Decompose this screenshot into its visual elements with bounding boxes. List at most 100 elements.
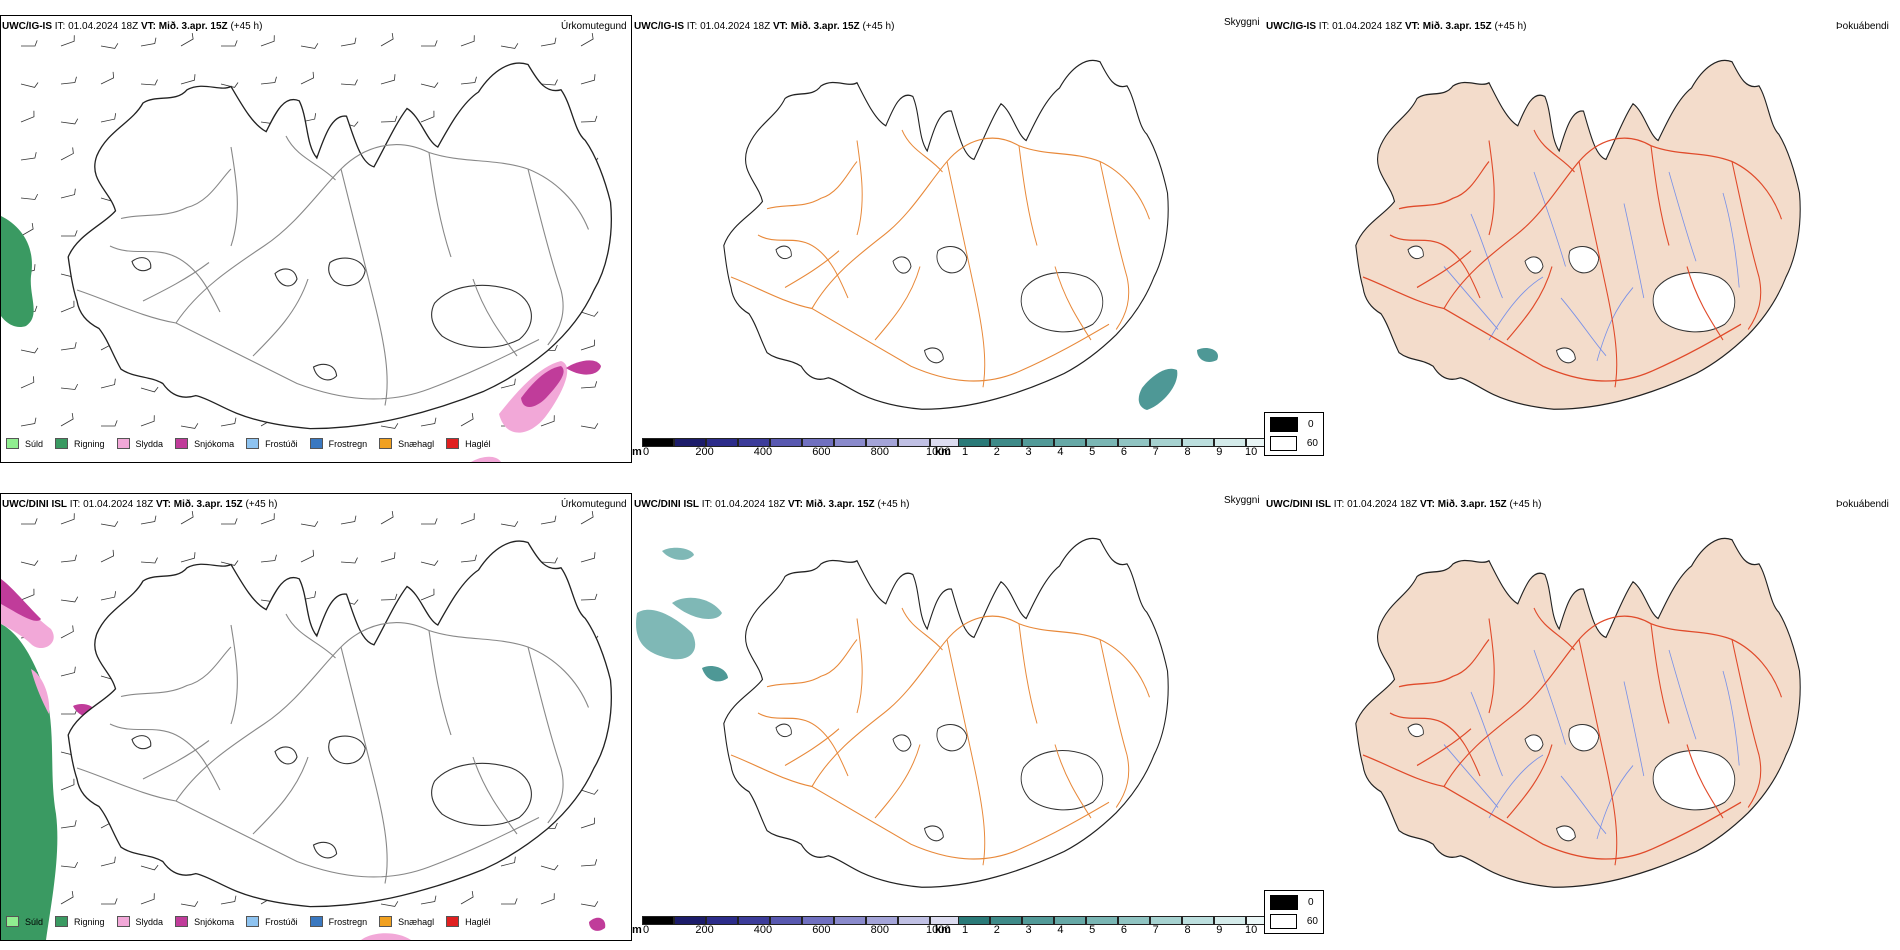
river-line	[1668, 171, 1697, 262]
wind-barb	[260, 35, 275, 47]
wind-barb	[540, 37, 557, 47]
wind-barb	[20, 152, 37, 161]
wind-barb	[540, 864, 559, 871]
wind-barb	[20, 193, 39, 200]
roads	[1362, 607, 1783, 866]
road-line	[1362, 276, 1742, 382]
wind-barb	[20, 560, 39, 566]
wind-barb	[140, 415, 155, 427]
road-line	[527, 646, 564, 824]
glacier-outline	[1652, 750, 1736, 811]
legend-item: Haglél	[446, 438, 491, 449]
colorbar-unit: km	[935, 446, 951, 458]
glacier-outline	[1524, 734, 1544, 752]
wind-barb	[21, 518, 38, 525]
precip-map	[0, 493, 632, 941]
legend-swatch	[246, 438, 260, 449]
wind-barb	[60, 35, 75, 47]
precip-map	[0, 15, 632, 463]
glaciers	[775, 723, 1104, 842]
road-line	[252, 756, 309, 835]
precip-legend: Súld Rigning Slydda Snjókoma Frostúði Fr…	[6, 916, 503, 927]
glacier-outline	[1652, 272, 1736, 333]
colorbar-tick-label: 1	[962, 446, 969, 458]
colorbar-cell	[706, 438, 738, 447]
wind-barb	[100, 378, 116, 389]
road-line	[1018, 145, 1038, 246]
precip-map-svg	[1, 33, 612, 462]
panel-title: Þokuábendi	[1836, 499, 1889, 510]
wind-barb	[300, 71, 315, 85]
legend-item: Súld	[6, 916, 43, 927]
glacier-outline	[274, 268, 298, 287]
road-line	[1650, 145, 1670, 246]
panel-title: Skyggni	[1224, 17, 1260, 28]
panel-header: UWC/IG-IS IT: 01.04.2024 18Z VT: Mið. 3.…	[1266, 21, 1527, 32]
wind-barb	[180, 74, 196, 85]
road-line	[76, 767, 540, 878]
road-line	[142, 740, 210, 780]
rivers	[1443, 649, 1740, 840]
road-line	[1398, 639, 1490, 688]
glacier-outline	[1407, 723, 1424, 738]
wind-barb	[580, 33, 594, 47]
wind-barb	[100, 549, 115, 563]
road-line	[1506, 266, 1553, 341]
legend-swatch	[55, 916, 69, 927]
road-line	[874, 266, 921, 341]
wind-barb	[580, 311, 599, 317]
wind-barb	[180, 33, 194, 47]
fog-legend: 0 60	[1264, 890, 1324, 934]
fog-legend-swatch	[1270, 914, 1297, 929]
fog-legend-swatch	[1270, 417, 1298, 432]
colorbar-tick-label: 400	[753, 924, 773, 936]
low-visibility-area	[636, 609, 696, 660]
road-line	[757, 234, 849, 299]
river-line	[1470, 213, 1503, 299]
road-line	[340, 168, 388, 406]
panel-header: UWC/DINI ISL IT: 01.04.2024 18Z VT: Mið.…	[1266, 499, 1542, 510]
road-line	[757, 712, 849, 777]
precip-panel-row1: UWC/IG-IS IT: 01.04.2024 18Z VT: Mið. 3.…	[0, 0, 632, 463]
legend-item: Rigning	[55, 438, 105, 449]
rivers	[1443, 171, 1740, 362]
wind-barb	[580, 74, 596, 85]
colorbar-cell	[990, 916, 1022, 925]
visibility-colorbar	[958, 916, 1278, 925]
glaciers	[1407, 723, 1736, 842]
road-line	[1686, 744, 1724, 819]
colorbar-cell	[1214, 438, 1246, 447]
road-line	[1578, 161, 1618, 388]
wind-barb	[300, 43, 319, 49]
iceland-outline	[67, 540, 612, 908]
fog-panel-row1: UWC/IG-IS IT: 01.04.2024 18Z VT: Mið. 3.…	[1264, 0, 1900, 460]
wind-barb	[540, 415, 555, 427]
road-line	[1416, 250, 1472, 289]
legend-swatch	[116, 438, 130, 449]
glacier-outline	[431, 762, 532, 826]
wind-barb	[580, 593, 598, 601]
wind-barb	[580, 381, 598, 389]
colorbar-tick-label: 4	[1057, 924, 1064, 936]
glacier-outline	[892, 734, 912, 752]
sleet-area-3	[361, 933, 411, 940]
wind-barb	[100, 856, 116, 867]
wind-barb	[60, 625, 74, 639]
colorbar-tick-label: 8	[1184, 924, 1191, 936]
visibility-map-svg	[636, 537, 1169, 888]
wind-barb	[580, 552, 596, 563]
legend-item: Súld	[6, 438, 43, 449]
road-line	[1099, 639, 1130, 808]
colorbar-tick-label: 600	[812, 924, 831, 936]
colorbar-tick-label: 6	[1120, 924, 1127, 936]
legend-swatch	[379, 438, 393, 449]
road-line	[1533, 129, 1575, 173]
road-line	[1731, 639, 1762, 808]
colorbar-cell	[1182, 916, 1214, 925]
roads	[730, 607, 1150, 866]
wind-barb	[420, 417, 437, 427]
iceland-outline	[723, 59, 1169, 410]
legend-item: Frostúði	[246, 916, 298, 927]
wind-barb	[260, 76, 277, 85]
legend-swatch	[246, 916, 260, 927]
